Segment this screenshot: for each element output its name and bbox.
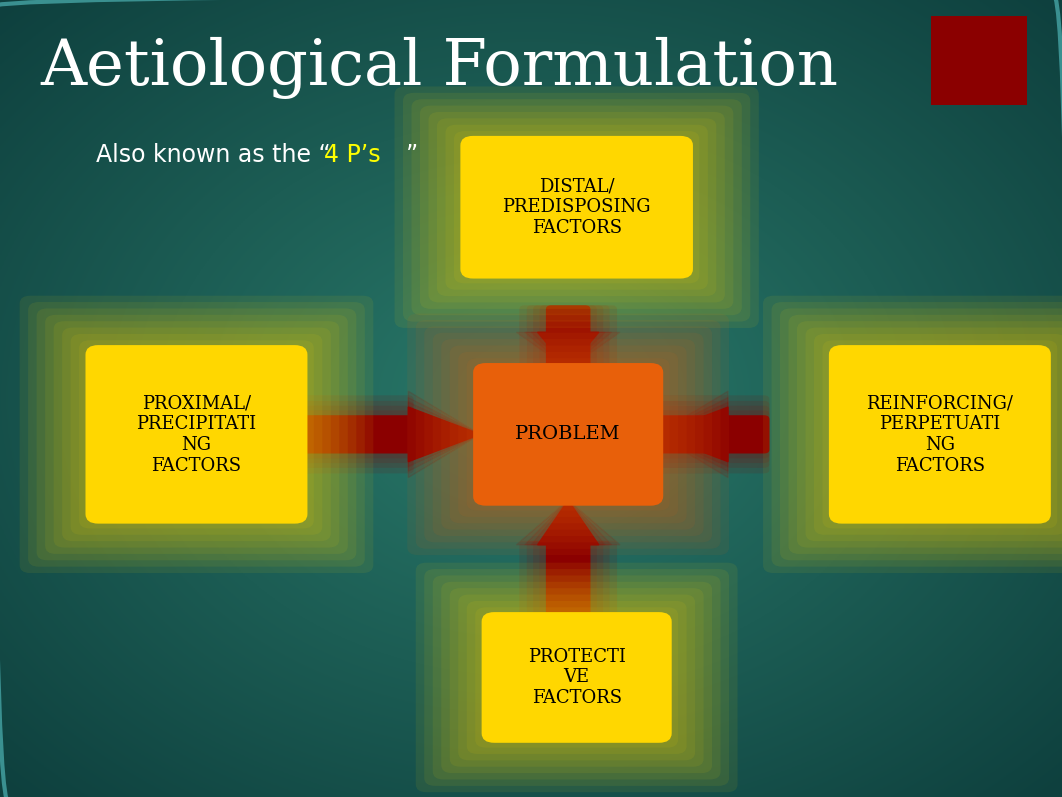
FancyBboxPatch shape	[763, 296, 1062, 573]
FancyBboxPatch shape	[482, 612, 671, 743]
FancyBboxPatch shape	[294, 406, 413, 463]
FancyBboxPatch shape	[527, 541, 610, 622]
FancyBboxPatch shape	[62, 328, 331, 541]
Text: ”: ”	[391, 143, 418, 167]
FancyBboxPatch shape	[395, 86, 758, 328]
FancyBboxPatch shape	[28, 302, 365, 567]
FancyBboxPatch shape	[650, 406, 769, 463]
FancyBboxPatch shape	[450, 346, 686, 524]
Polygon shape	[537, 332, 599, 368]
FancyBboxPatch shape	[788, 315, 1062, 554]
FancyBboxPatch shape	[650, 410, 769, 458]
Text: 4 P’s: 4 P’s	[324, 143, 380, 167]
Polygon shape	[531, 332, 605, 368]
FancyBboxPatch shape	[416, 563, 737, 792]
FancyBboxPatch shape	[428, 112, 724, 303]
FancyBboxPatch shape	[771, 302, 1062, 567]
Text: PROTECTI
VE
FACTORS: PROTECTI VE FACTORS	[528, 648, 626, 707]
FancyBboxPatch shape	[441, 340, 695, 529]
Polygon shape	[525, 501, 612, 545]
FancyBboxPatch shape	[36, 308, 357, 560]
FancyBboxPatch shape	[931, 16, 1027, 105]
FancyBboxPatch shape	[294, 410, 413, 458]
FancyBboxPatch shape	[294, 415, 413, 453]
FancyBboxPatch shape	[459, 595, 695, 760]
FancyBboxPatch shape	[421, 106, 734, 309]
FancyBboxPatch shape	[650, 415, 769, 453]
Text: PROXIMAL/
PRECIPITATI
NG
FACTORS: PROXIMAL/ PRECIPITATI NG FACTORS	[136, 395, 257, 474]
FancyBboxPatch shape	[533, 305, 603, 373]
FancyBboxPatch shape	[780, 308, 1062, 560]
FancyBboxPatch shape	[79, 340, 314, 528]
FancyBboxPatch shape	[650, 401, 769, 468]
Polygon shape	[531, 501, 605, 545]
Polygon shape	[537, 501, 599, 545]
FancyBboxPatch shape	[404, 93, 750, 322]
FancyBboxPatch shape	[85, 345, 307, 524]
FancyBboxPatch shape	[546, 541, 590, 622]
FancyBboxPatch shape	[822, 340, 1057, 528]
FancyBboxPatch shape	[805, 328, 1062, 541]
FancyBboxPatch shape	[539, 305, 597, 373]
FancyBboxPatch shape	[533, 541, 603, 622]
Polygon shape	[408, 402, 480, 466]
FancyBboxPatch shape	[476, 607, 678, 748]
FancyBboxPatch shape	[294, 401, 413, 468]
Polygon shape	[656, 391, 729, 477]
FancyBboxPatch shape	[473, 363, 663, 506]
FancyBboxPatch shape	[445, 125, 707, 290]
Polygon shape	[656, 398, 729, 471]
FancyBboxPatch shape	[424, 327, 713, 542]
FancyBboxPatch shape	[433, 333, 703, 536]
FancyBboxPatch shape	[519, 305, 617, 373]
FancyBboxPatch shape	[70, 334, 323, 535]
FancyBboxPatch shape	[539, 541, 597, 622]
FancyBboxPatch shape	[461, 136, 692, 279]
FancyBboxPatch shape	[416, 320, 721, 548]
FancyBboxPatch shape	[424, 569, 730, 786]
Polygon shape	[656, 402, 729, 466]
FancyBboxPatch shape	[294, 395, 413, 473]
FancyBboxPatch shape	[527, 305, 610, 373]
FancyBboxPatch shape	[412, 100, 742, 316]
Text: PROBLEM: PROBLEM	[515, 426, 621, 443]
FancyBboxPatch shape	[467, 601, 686, 754]
Polygon shape	[656, 407, 729, 461]
Polygon shape	[408, 407, 480, 461]
FancyBboxPatch shape	[519, 541, 617, 622]
Polygon shape	[408, 391, 480, 477]
Polygon shape	[516, 501, 620, 545]
FancyBboxPatch shape	[19, 296, 374, 573]
FancyBboxPatch shape	[813, 334, 1062, 535]
FancyBboxPatch shape	[407, 313, 730, 555]
FancyBboxPatch shape	[467, 359, 669, 511]
Text: Also known as the “: Also known as the “	[96, 143, 330, 167]
FancyBboxPatch shape	[450, 588, 703, 767]
FancyBboxPatch shape	[438, 119, 716, 296]
FancyBboxPatch shape	[442, 582, 713, 773]
Text: Aetiological Formulation: Aetiological Formulation	[40, 37, 838, 99]
FancyBboxPatch shape	[455, 132, 699, 284]
FancyBboxPatch shape	[650, 395, 769, 473]
FancyBboxPatch shape	[45, 315, 348, 554]
FancyBboxPatch shape	[433, 575, 721, 779]
FancyBboxPatch shape	[53, 321, 340, 548]
FancyBboxPatch shape	[828, 345, 1050, 524]
Text: DISTAL/
PREDISPOSING
FACTORS: DISTAL/ PREDISPOSING FACTORS	[502, 178, 651, 237]
FancyBboxPatch shape	[546, 305, 590, 373]
Polygon shape	[516, 332, 620, 368]
FancyBboxPatch shape	[796, 321, 1062, 548]
Text: REINFORCING/
PERPETUATI
NG
FACTORS: REINFORCING/ PERPETUATI NG FACTORS	[867, 395, 1013, 474]
FancyBboxPatch shape	[459, 352, 678, 517]
Polygon shape	[408, 398, 480, 471]
Polygon shape	[525, 332, 612, 368]
